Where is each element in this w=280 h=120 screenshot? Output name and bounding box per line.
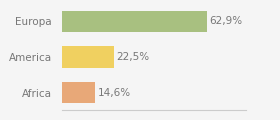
Bar xyxy=(62,82,95,103)
Text: 62,9%: 62,9% xyxy=(209,16,242,26)
Text: 22,5%: 22,5% xyxy=(116,52,149,62)
Bar xyxy=(62,11,207,32)
Bar xyxy=(62,46,114,68)
Text: 14,6%: 14,6% xyxy=(98,88,131,98)
